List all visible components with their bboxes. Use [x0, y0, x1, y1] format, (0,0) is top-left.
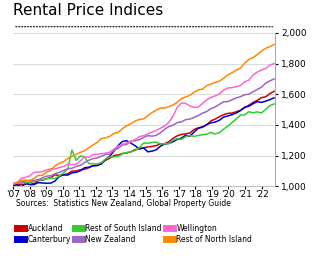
Text: Rental Price Indices: Rental Price Indices: [13, 3, 163, 18]
Text: Sources:  Statistics New Zealand, Global Property Guide: Sources: Statistics New Zealand, Global …: [16, 199, 230, 208]
Legend: Auckland, Canterbury, Rest of South Island, New Zealand, Wellington, Rest of Nor: Auckland, Canterbury, Rest of South Isla…: [17, 224, 252, 244]
